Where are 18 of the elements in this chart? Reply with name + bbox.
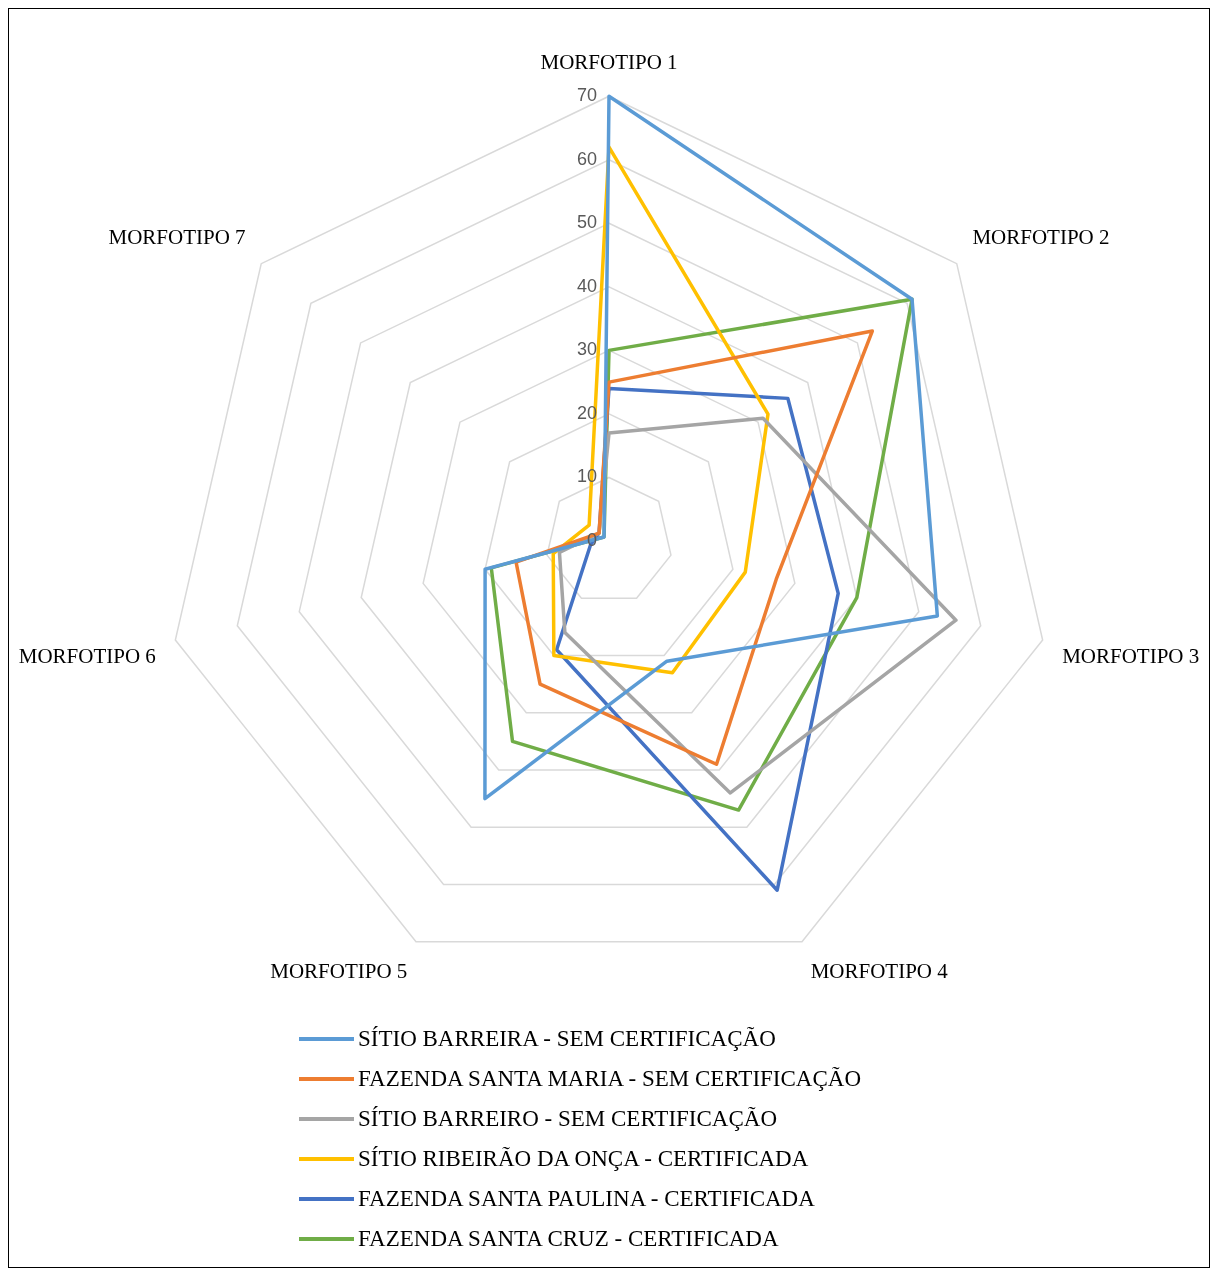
y-tick-label: 70 [576,85,597,106]
legend-label: FAZENDA SANTA CRUZ - CERTIFICADA [358,1226,779,1252]
y-tick-label: 50 [576,212,597,233]
legend-label: SÍTIO RIBEIRÃO DA ONÇA - CERTIFICADA [358,1146,809,1172]
spoke-label: MORFOTIPO 6 [18,643,156,668]
y-tick-label: 60 [576,148,597,169]
legend-label: FAZENDA SANTA PAULINA - CERTIFICADA [358,1186,815,1212]
y-tick-label: 30 [576,339,597,360]
spoke-label: MORFOTIPO 5 [270,958,408,983]
legend-label: SÍTIO BARREIRO - SEM CERTIFICAÇÃO [358,1106,778,1132]
spoke-label: MORFOTIPO 3 [1062,643,1200,668]
legend-label: SÍTIO BARREIRA - SEM CERTIFICAÇÃO [358,1026,776,1052]
spoke-label: MORFOTIPO 2 [972,225,1110,250]
spoke-label: MORFOTIPO 1 [540,50,678,75]
spoke-label: MORFOTIPO 4 [810,958,949,983]
y-tick-label: 40 [576,275,597,296]
legend-label: FAZENDA SANTA MARIA - SEM CERTIFICAÇÃO [358,1066,862,1092]
spoke-label: MORFOTIPO 7 [108,225,246,250]
